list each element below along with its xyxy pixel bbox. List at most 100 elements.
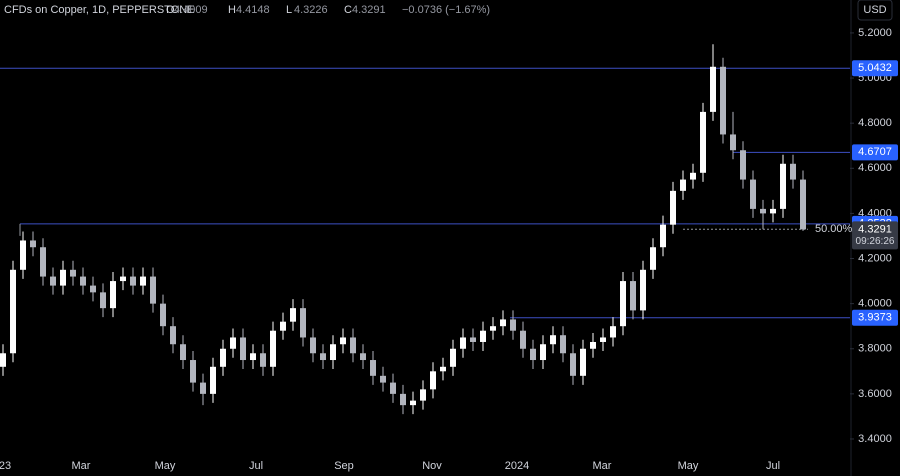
candle-body bbox=[360, 353, 366, 361]
ohlc-label: O bbox=[166, 4, 175, 16]
candle-body bbox=[50, 276, 56, 286]
x-tick-label: Jul bbox=[766, 460, 780, 472]
ohlc-label: C bbox=[344, 4, 352, 16]
candle-body bbox=[380, 375, 386, 383]
candle-body bbox=[260, 353, 266, 367]
candle-body bbox=[230, 337, 236, 349]
candle-body bbox=[690, 172, 696, 180]
candle-body bbox=[220, 348, 226, 367]
ohlc-value: 4.3226 bbox=[294, 4, 328, 16]
candle-body bbox=[200, 382, 206, 394]
candle-body bbox=[410, 400, 416, 406]
candle-body bbox=[560, 335, 566, 354]
ohlc-label: H bbox=[228, 4, 236, 16]
currency-button[interactable] bbox=[857, 0, 893, 21]
candle-body bbox=[280, 321, 286, 331]
candle-body bbox=[340, 337, 346, 345]
candle-body bbox=[80, 276, 86, 286]
x-tick-label: Mar bbox=[593, 460, 612, 472]
candle-body bbox=[790, 163, 796, 180]
candle-body bbox=[760, 208, 766, 214]
candle-body bbox=[590, 341, 596, 349]
change: −0.0736 (−1.67%) bbox=[402, 4, 490, 16]
y-tick-label: 4.0000 bbox=[858, 298, 892, 310]
x-tick-label: Sep bbox=[334, 460, 354, 472]
candle-body bbox=[290, 308, 296, 322]
candle-body bbox=[300, 308, 306, 338]
candle-body bbox=[520, 330, 526, 349]
candle-body bbox=[320, 353, 326, 361]
candle-body bbox=[440, 366, 446, 372]
ohlc-value: 4.4009 bbox=[174, 4, 208, 16]
y-tick-label: 4.8000 bbox=[858, 117, 892, 129]
x-tick-label: Jul bbox=[249, 460, 263, 472]
candle-body bbox=[800, 179, 806, 230]
level-label: 3.9373 bbox=[858, 312, 892, 324]
candle-body bbox=[600, 337, 606, 342]
candle-body bbox=[470, 337, 476, 342]
ohlc-value: 4.4148 bbox=[236, 4, 270, 16]
candle-body bbox=[190, 360, 196, 383]
currency[interactable]: USD bbox=[863, 4, 886, 16]
candle-body bbox=[130, 276, 136, 286]
candle-body bbox=[350, 337, 356, 354]
candle-body bbox=[660, 224, 666, 248]
candle-body bbox=[510, 319, 516, 331]
candle-body bbox=[570, 353, 576, 376]
candle-body bbox=[10, 269, 16, 354]
level-label-box bbox=[852, 309, 898, 326]
x-tick-label: Nov bbox=[422, 460, 442, 472]
candle-body bbox=[480, 330, 486, 342]
candle-body bbox=[580, 348, 586, 376]
candle-body bbox=[310, 337, 316, 354]
candle-body bbox=[370, 360, 376, 376]
candle-body bbox=[0, 353, 6, 367]
candle-body bbox=[210, 366, 216, 394]
candle-body bbox=[400, 393, 406, 406]
candle-body bbox=[670, 190, 676, 225]
fib-label: 50.00% bbox=[815, 223, 853, 235]
candle-body bbox=[420, 389, 426, 401]
candle-body bbox=[160, 303, 166, 327]
x-tick-label: Mar bbox=[72, 460, 91, 472]
candle-body bbox=[430, 371, 436, 390]
chart-title: CFDs on Copper, 1D, PEPPERSTONE bbox=[4, 4, 195, 16]
candle-body bbox=[450, 348, 456, 367]
last-price: 4.3291 bbox=[858, 223, 892, 235]
candle-body bbox=[630, 281, 636, 311]
candle-body bbox=[620, 281, 626, 327]
last-price-box bbox=[852, 221, 898, 250]
ohlc-value: 4.3291 bbox=[352, 4, 386, 16]
candle-body bbox=[240, 337, 246, 361]
candle-body bbox=[150, 276, 156, 304]
candle-body bbox=[500, 319, 506, 327]
candle-body bbox=[490, 326, 496, 331]
y-tick-label: 3.8000 bbox=[858, 343, 892, 355]
candle-body bbox=[610, 326, 616, 338]
candle-body bbox=[460, 337, 466, 349]
candle-body bbox=[770, 208, 776, 214]
candle-body bbox=[720, 66, 726, 135]
candle-body bbox=[730, 134, 736, 151]
candle-body bbox=[530, 348, 536, 361]
candle-body bbox=[710, 66, 716, 112]
x-tick-label: 2024 bbox=[505, 460, 529, 472]
candle-body bbox=[140, 276, 146, 286]
ohlc-label: L bbox=[286, 4, 292, 16]
x-tick-label: May bbox=[678, 460, 699, 472]
candle-body bbox=[270, 330, 276, 367]
candle-body bbox=[330, 344, 336, 361]
y-tick-label: 3.6000 bbox=[858, 388, 892, 400]
candle-body bbox=[680, 179, 686, 191]
y-tick-label: 5.2000 bbox=[858, 27, 892, 39]
candle-body bbox=[650, 247, 656, 270]
candle-body bbox=[740, 150, 746, 180]
countdown: 09:26:26 bbox=[856, 236, 895, 247]
candle-body bbox=[60, 269, 66, 286]
y-tick-label: 4.6000 bbox=[858, 162, 892, 174]
level-label: 4.6707 bbox=[858, 146, 892, 158]
candle-body bbox=[30, 240, 36, 248]
